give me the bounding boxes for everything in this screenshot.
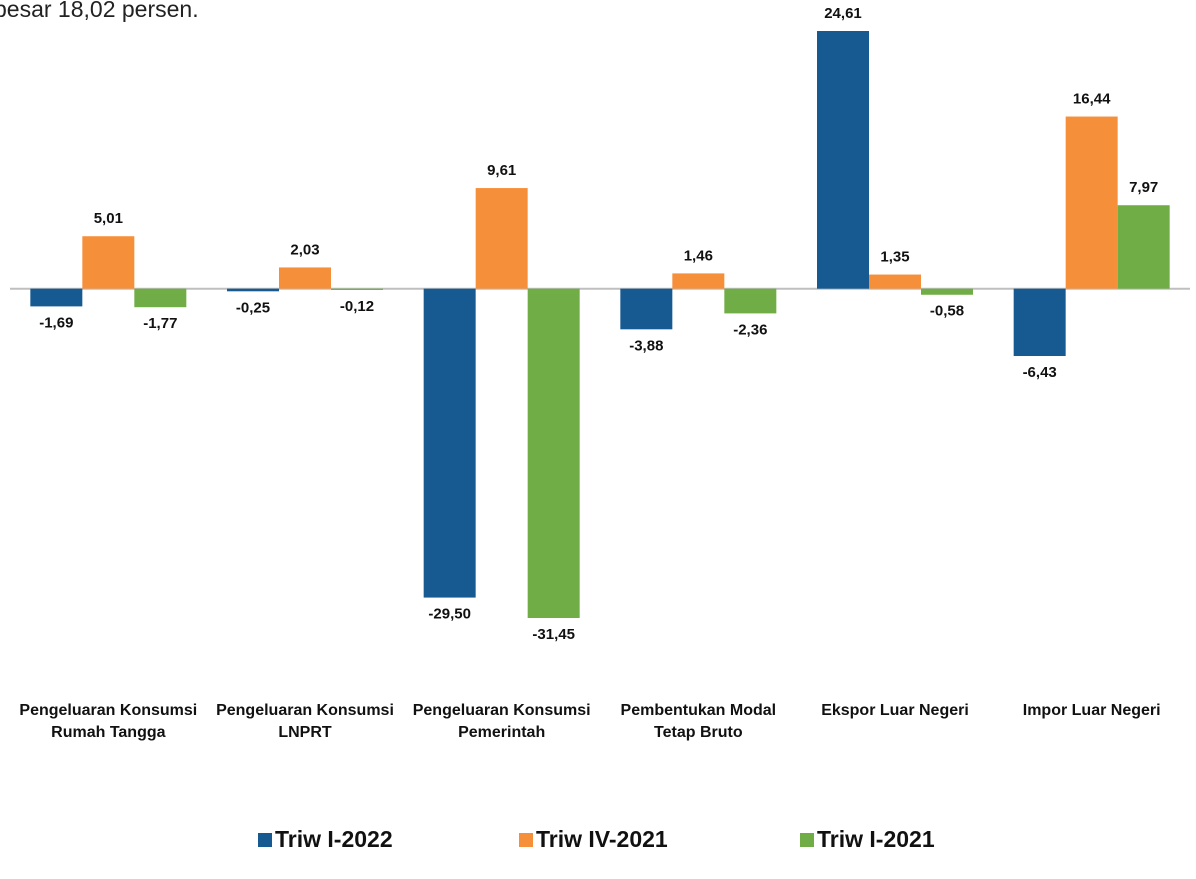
bar [82, 236, 135, 289]
bar [279, 267, 331, 289]
x-tick-label: Pembentukan Modal Tetap Bruto [620, 702, 777, 741]
value-label: 1,35 [880, 249, 909, 266]
x-tick-label: Pengeluaran Konsumsi Pemerintah [412, 702, 591, 741]
value-label: -3,88 [629, 337, 663, 354]
bar [817, 31, 869, 289]
bar [331, 288, 383, 290]
legend-swatch [258, 833, 272, 847]
bar [475, 188, 528, 289]
bar [527, 288, 580, 618]
legend-label: Triw I-2021 [817, 826, 935, 852]
value-label: -0,58 [930, 303, 964, 320]
bar [620, 288, 673, 330]
bar [134, 288, 187, 308]
bar [672, 273, 725, 289]
value-label: 16,44 [1073, 91, 1111, 108]
x-tick-label: Pengeluaran Konsumsi Rumah Tangga [19, 702, 198, 741]
value-label: -31,45 [532, 626, 575, 643]
bar [921, 288, 973, 295]
x-tick-label: Ekspor Luar Negeri [821, 702, 969, 719]
value-label: -6,43 [1023, 364, 1057, 381]
value-label: -2,36 [733, 321, 767, 338]
bar [30, 288, 83, 307]
bar [724, 288, 777, 314]
value-label: 24,61 [824, 5, 862, 22]
value-label: -0,25 [236, 299, 270, 316]
value-label: 7,97 [1129, 179, 1158, 196]
value-label: -1,69 [39, 314, 73, 331]
bar [869, 274, 921, 289]
x-tick-label: Impor Luar Negeri [1022, 702, 1161, 719]
x-tick-label: Pengeluaran Konsumsi LNPRT [216, 702, 394, 741]
bar [1117, 205, 1170, 289]
caption: besar 18,02 persen. [0, 0, 199, 22]
bar [1065, 116, 1118, 289]
value-label: 1,46 [684, 247, 713, 264]
bar [227, 288, 279, 292]
value-label: -0,12 [340, 298, 374, 315]
bar [1013, 288, 1066, 357]
value-label: -1,77 [143, 315, 177, 332]
legend-swatch [800, 833, 814, 847]
legend-label: Triw IV-2021 [536, 826, 668, 852]
value-label: 9,61 [487, 162, 516, 179]
value-label: 2,03 [290, 241, 319, 258]
legend-swatch [519, 833, 533, 847]
value-label: 5,01 [94, 210, 123, 227]
value-label: -29,50 [428, 606, 471, 623]
bar [423, 288, 476, 598]
legend-label: Triw I-2022 [275, 826, 393, 852]
